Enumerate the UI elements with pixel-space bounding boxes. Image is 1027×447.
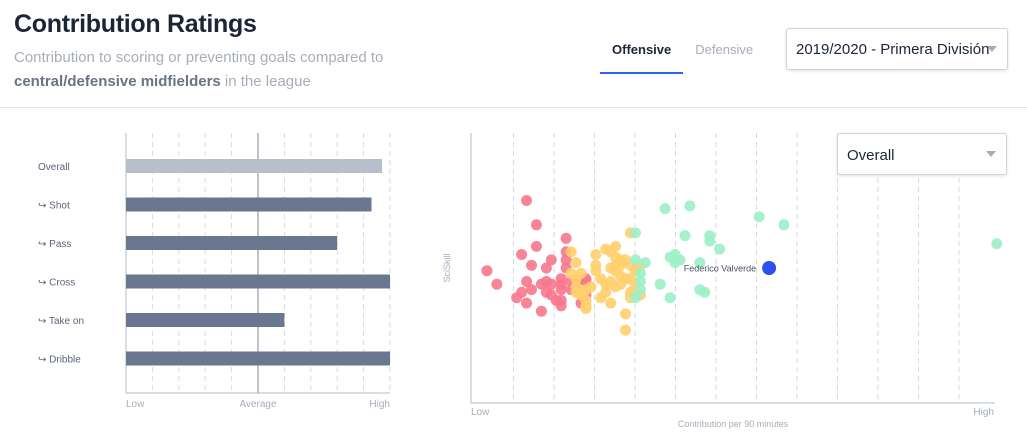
bar-1 xyxy=(126,197,372,212)
scatter-point-high xyxy=(634,276,646,287)
scatter-x-tick-label: Low xyxy=(471,407,490,418)
scatter-point-mid xyxy=(580,294,592,306)
bar-category-label: ↪ Shot xyxy=(38,201,70,212)
scatter-point-high xyxy=(634,284,646,296)
scatter-point-low xyxy=(530,219,542,231)
scatter-point-low xyxy=(521,195,533,206)
scatter-x-tick-label: High xyxy=(973,407,994,418)
scatter-point-mid xyxy=(575,267,587,279)
scatter-point-mid xyxy=(585,281,597,293)
scatter-point-high xyxy=(629,292,641,304)
scatter-point-high xyxy=(704,235,716,247)
scatter-point-high xyxy=(694,257,706,269)
subtitle-highlight: central/defensive midfielders xyxy=(14,73,221,90)
subtitle-tail: in the league xyxy=(220,73,311,90)
page-title: Contribution Ratings xyxy=(14,10,257,38)
scatter-point-low xyxy=(521,297,533,309)
season-select[interactable]: 2019/2020 - Primera División xyxy=(786,28,1008,70)
scatter-point-low xyxy=(530,240,542,252)
bar-category-label: ↪ Cross xyxy=(38,278,75,289)
scatter-point-mid xyxy=(620,324,632,336)
scatter-point-mid xyxy=(610,240,622,252)
bar-category-label: ↪ Pass xyxy=(38,239,71,250)
tab-defensive[interactable]: Defensive xyxy=(695,42,754,57)
scatter-y-axis-label: SciSkill xyxy=(442,253,452,282)
scatter-point-high xyxy=(679,230,691,242)
scatter-point-high xyxy=(629,254,641,266)
bar-4 xyxy=(126,313,285,327)
scatter-point-low xyxy=(555,300,567,312)
bar-3 xyxy=(126,274,390,289)
scatter-point-low xyxy=(516,249,528,260)
bar-0 xyxy=(126,159,383,173)
bar-x-tick-label: Low xyxy=(126,399,145,410)
scatter-point-mid xyxy=(600,286,612,298)
scatter-point-low xyxy=(526,259,537,271)
scatter-point-low xyxy=(555,284,567,296)
bar-x-tick-label: Average xyxy=(239,399,277,410)
scatter-point-low xyxy=(521,276,533,287)
page-header: Contribution Ratings Contribution to sco… xyxy=(0,0,1027,108)
chevron-down-icon xyxy=(986,151,996,157)
scatter-point-mid xyxy=(565,246,577,258)
metric-select[interactable]: Overall xyxy=(837,133,1007,175)
scatter-point-high xyxy=(654,278,666,290)
bar-category-label: ↪ Take on xyxy=(38,316,84,327)
scatter-point-high xyxy=(664,292,676,304)
contribution-bar-chart: Overall ↪ Shot ↪ Pass ↪ Cross ↪ Take on ↪ Dri… xyxy=(38,133,391,410)
scatter-point-mid xyxy=(570,257,582,269)
scatter-point-high xyxy=(753,211,765,223)
highlighted-player-label: Federico Valverde xyxy=(684,264,756,274)
scatter-point-low xyxy=(516,286,528,298)
scatter-point-low xyxy=(540,262,552,274)
contribution-scatter-plot: SciSkill Low High Contribution per 90 minut… xyxy=(442,133,1003,429)
scatter-point-low xyxy=(545,254,557,266)
bar-category-label: ↪ Dribble xyxy=(38,355,81,366)
scatter-point-low xyxy=(491,278,503,290)
bar-5 xyxy=(126,351,390,366)
bar-category-label: Overall xyxy=(38,162,70,173)
highlighted-player-point xyxy=(762,261,777,275)
scatter-point-high xyxy=(684,200,696,212)
chevron-down-icon xyxy=(987,46,997,52)
scatter-point-mid xyxy=(580,303,592,314)
scatter-point-low xyxy=(560,232,572,244)
season-select-value: 2019/2020 - Primera División xyxy=(796,41,990,58)
scatter-point-mid xyxy=(620,308,632,320)
scatter-point-low xyxy=(545,278,557,290)
offense-defense-tabs: Offensive Defensive xyxy=(600,40,765,74)
scatter-point-high xyxy=(991,238,1003,250)
subtitle-text: Contribution to scoring or preventing go… xyxy=(14,49,384,66)
metric-select-value: Overall xyxy=(847,147,895,164)
scatter-point-high xyxy=(639,257,651,269)
scatter-point-low xyxy=(481,265,493,277)
bar-2 xyxy=(126,236,338,250)
tab-offensive[interactable]: Offensive xyxy=(600,40,684,74)
page-subtitle: Contribution to scoring or preventing go… xyxy=(14,46,434,94)
scatter-point-high xyxy=(659,203,671,215)
scatter-point-high xyxy=(674,254,686,266)
scatter-point-low xyxy=(535,305,547,317)
scatter-point-low xyxy=(560,254,572,266)
scatter-x-axis-label: Contribution per 90 minutes xyxy=(678,419,789,429)
bar-x-tick-label: High xyxy=(369,399,390,410)
scatter-point-mid xyxy=(590,249,602,260)
scatter-point-high xyxy=(778,219,790,231)
scatter-point-low xyxy=(526,284,537,296)
scatter-point-high xyxy=(699,286,711,298)
scatter-point-high xyxy=(634,267,646,279)
scatter-point-mid xyxy=(590,259,602,271)
scatter-point-high xyxy=(629,227,641,239)
scatter-point-high xyxy=(714,243,726,255)
scatter-point-low xyxy=(555,273,567,285)
scatter-point-mid xyxy=(605,297,617,309)
